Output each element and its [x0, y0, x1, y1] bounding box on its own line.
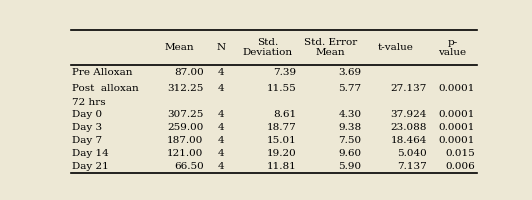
Text: 0.0001: 0.0001	[439, 110, 475, 119]
Text: 87.00: 87.00	[174, 68, 204, 77]
Text: 4: 4	[218, 149, 225, 158]
Text: 11.55: 11.55	[267, 84, 296, 93]
Text: 7.50: 7.50	[338, 136, 361, 145]
Text: N: N	[217, 43, 226, 52]
Text: 9.38: 9.38	[338, 123, 361, 132]
Text: 18.77: 18.77	[267, 123, 296, 132]
Text: 5.040: 5.040	[397, 149, 427, 158]
Text: 23.088: 23.088	[390, 123, 427, 132]
Text: Post  alloxan: Post alloxan	[72, 84, 139, 93]
Text: Day 7: Day 7	[72, 136, 102, 145]
Text: 0.0001: 0.0001	[439, 123, 475, 132]
Text: 4.30: 4.30	[338, 110, 361, 119]
Text: 4: 4	[218, 162, 225, 171]
Text: 37.924: 37.924	[390, 110, 427, 119]
Text: 5.77: 5.77	[338, 84, 361, 93]
Text: 0.0001: 0.0001	[439, 84, 475, 93]
Text: 0.006: 0.006	[445, 162, 475, 171]
Text: 66.50: 66.50	[174, 162, 204, 171]
Text: 7.137: 7.137	[397, 162, 427, 171]
Text: 187.00: 187.00	[167, 136, 204, 145]
Text: 18.464: 18.464	[390, 136, 427, 145]
Text: Mean: Mean	[164, 43, 194, 52]
Text: 312.25: 312.25	[167, 84, 204, 93]
Text: 4: 4	[218, 110, 225, 119]
Text: 27.137: 27.137	[390, 84, 427, 93]
Text: 19.20: 19.20	[267, 149, 296, 158]
Text: 3.69: 3.69	[338, 68, 361, 77]
Text: 15.01: 15.01	[267, 136, 296, 145]
Text: Pre Alloxan: Pre Alloxan	[72, 68, 133, 77]
Text: 0.015: 0.015	[445, 149, 475, 158]
Text: 4: 4	[218, 136, 225, 145]
Text: 7.39: 7.39	[273, 68, 296, 77]
Text: 259.00: 259.00	[167, 123, 204, 132]
Text: 9.60: 9.60	[338, 149, 361, 158]
Text: 4: 4	[218, 123, 225, 132]
Text: Day 0: Day 0	[72, 110, 102, 119]
Text: 8.61: 8.61	[273, 110, 296, 119]
Text: Day 21: Day 21	[72, 162, 109, 171]
Text: 5.90: 5.90	[338, 162, 361, 171]
Text: 11.81: 11.81	[267, 162, 296, 171]
Text: 307.25: 307.25	[167, 110, 204, 119]
Text: Day 3: Day 3	[72, 123, 102, 132]
Text: 0.0001: 0.0001	[439, 136, 475, 145]
Text: Std. Error
Mean: Std. Error Mean	[304, 38, 357, 57]
Text: Std.
Deviation: Std. Deviation	[242, 38, 293, 57]
Text: Day 14: Day 14	[72, 149, 109, 158]
Text: 4: 4	[218, 68, 225, 77]
Text: 72 hrs: 72 hrs	[72, 98, 106, 107]
Text: p-
value: p- value	[438, 38, 467, 57]
Text: t-value: t-value	[378, 43, 414, 52]
Text: 4: 4	[218, 84, 225, 93]
Text: 121.00: 121.00	[167, 149, 204, 158]
